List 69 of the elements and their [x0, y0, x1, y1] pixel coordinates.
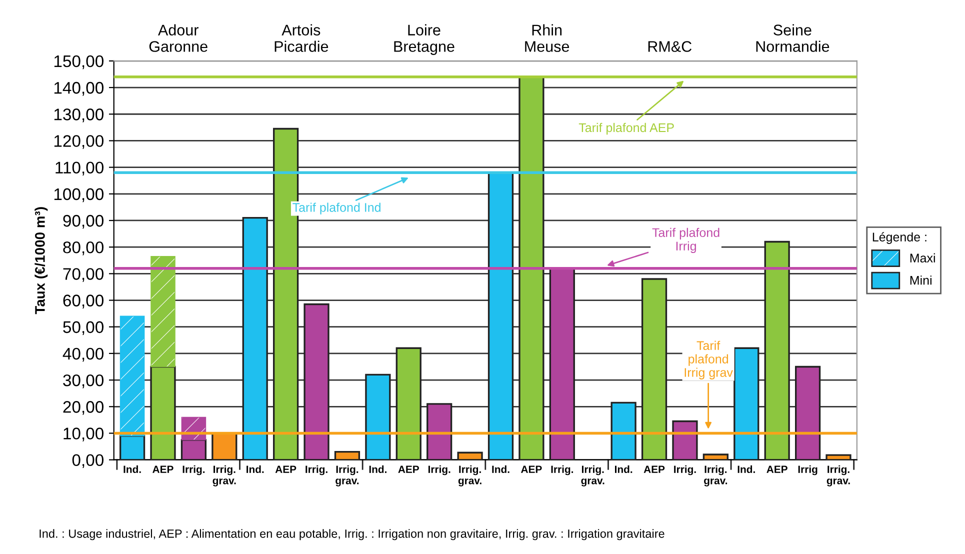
x-tick-label: AEP [275, 466, 296, 473]
x-tick-label: Irrig. grav. [458, 465, 482, 486]
x-tick-label: Irrig. [674, 465, 696, 476]
x-tick-label: AEP [398, 466, 419, 473]
y-tick-label: 30,00 [63, 374, 104, 388]
x-tick-label: Irrig. grav. [826, 465, 850, 486]
y-tick-label: 80,00 [63, 241, 104, 256]
ref-line-label: Tarif plafond AEP [578, 122, 674, 135]
bar [518, 76, 544, 460]
ref-line-label: Tarif plafond Ind [292, 202, 380, 214]
y-tick-label: 140,00 [54, 82, 104, 96]
bar [702, 454, 728, 460]
y-tick-label: 100,00 [54, 188, 104, 202]
bar [610, 402, 636, 460]
text: Rhin Meuse [525, 24, 570, 52]
x-tick-label: Ind. [369, 465, 386, 474]
x-tick-label: Irrig. grav. [336, 465, 359, 486]
x-tick-label: Irrig. [551, 465, 574, 476]
legend-title: Légende : [872, 232, 926, 244]
y-tick-label: 0,00 [72, 454, 104, 468]
text: RM&C [648, 41, 692, 52]
text: Adour Garonne [149, 24, 208, 52]
y-tick-label: 50,00 [63, 321, 104, 336]
ref-line-label: Tarif plafond Irrig [652, 228, 720, 253]
y-tick-label: 110,00 [56, 162, 104, 176]
text: Seine Normandie [756, 24, 830, 52]
y-tick-label: 90,00 [63, 214, 104, 229]
x-tick-label: Ind. [124, 465, 141, 474]
bar [334, 451, 360, 460]
bar [242, 217, 268, 460]
x-tick-label: AEP [766, 466, 788, 473]
x-tick-label: Irrig. grav. [581, 465, 604, 486]
bar [304, 303, 330, 460]
x-tick-label: Irrig. [306, 465, 328, 476]
y-tick-label: 130,00 [54, 108, 104, 122]
x-tick-label: AEP [521, 466, 542, 473]
x-tick-label: Irrig. grav. [212, 465, 236, 486]
x-tick-label: Ind. [615, 465, 632, 474]
bar [794, 366, 821, 460]
y-axis-title: Taux (€/1000 m³) [34, 207, 48, 314]
bar [549, 268, 575, 460]
x-tick-label: Ind. [738, 465, 755, 474]
y-tick-label: 60,00 [63, 294, 104, 308]
y-tick-label: 40,00 [62, 348, 104, 362]
y-tick-label: 150,00 [54, 55, 104, 70]
x-tick-label: AEP [644, 466, 665, 473]
text: Loire Bretagne [394, 24, 454, 55]
legend-label: Mini [910, 276, 932, 285]
ref-line-label: Tarif plafond Irrig grav [684, 340, 733, 380]
bar [426, 403, 452, 460]
y-tick-label: 10,00 [64, 428, 104, 442]
x-tick-label: Irrig. grav. [704, 465, 728, 486]
text: Artois Picardie [274, 24, 328, 52]
x-tick-label: Irrig. [428, 465, 450, 476]
bar [672, 420, 698, 460]
bar [641, 278, 668, 460]
y-tick-label: 70,00 [63, 268, 104, 282]
text: Ind. : Usage industriel, AEP : Alimentation en eau potable, Irrig. : Irrigation non gravitaire, Irrig. grav. : Irrigation gravitaire [40, 529, 664, 540]
legend-label: Maxi [910, 253, 935, 262]
y-tick-label: 20,00 [63, 401, 104, 415]
x-tick-label: Irrig [798, 465, 818, 476]
x-tick-label: AEP [152, 466, 174, 473]
bar [734, 347, 760, 460]
x-tick-label: Ind. [246, 465, 264, 474]
x-tick-label: Ind. [492, 465, 510, 474]
bar [396, 347, 422, 460]
x-tick-label: Irrig. [182, 465, 205, 476]
bar [764, 240, 790, 460]
y-tick-label: 120,00 [54, 135, 104, 149]
